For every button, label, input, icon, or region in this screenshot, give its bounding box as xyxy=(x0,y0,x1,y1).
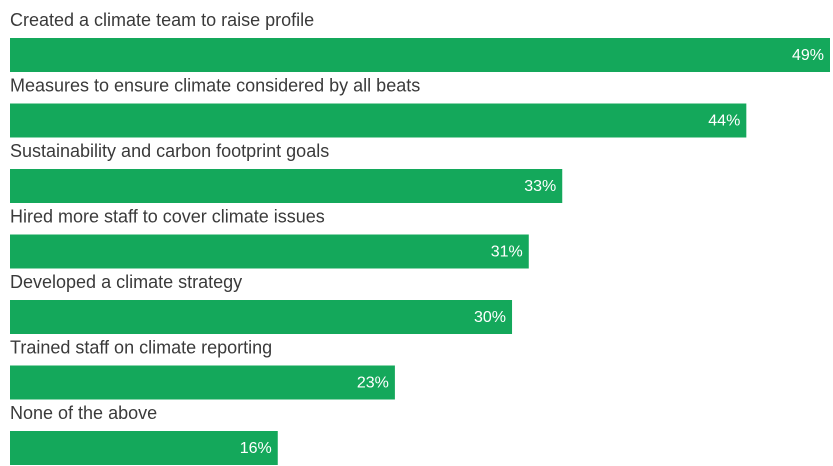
category-label: Measures to ensure climate considered by… xyxy=(10,75,420,95)
value-label: 30% xyxy=(474,309,506,326)
category-label: None of the above xyxy=(10,403,157,423)
bar xyxy=(10,169,563,203)
bar xyxy=(10,38,830,72)
bar xyxy=(10,300,513,334)
value-label: 31% xyxy=(491,244,523,261)
bar xyxy=(10,365,395,400)
value-label: 16% xyxy=(240,440,272,457)
category-label: Hired more staff to cover climate issues xyxy=(10,206,325,226)
category-label: Created a climate team to raise profile xyxy=(10,10,314,30)
bar xyxy=(10,234,529,269)
category-label: Developed a climate strategy xyxy=(10,272,242,292)
value-label: 23% xyxy=(357,375,389,392)
category-label: Trained staff on climate reporting xyxy=(10,337,272,357)
category-label: Sustainability and carbon footprint goal… xyxy=(10,141,329,161)
bar xyxy=(10,103,747,138)
value-label: 44% xyxy=(708,113,740,130)
bar xyxy=(10,431,278,465)
value-label: 49% xyxy=(792,47,824,64)
value-label: 33% xyxy=(524,178,556,195)
